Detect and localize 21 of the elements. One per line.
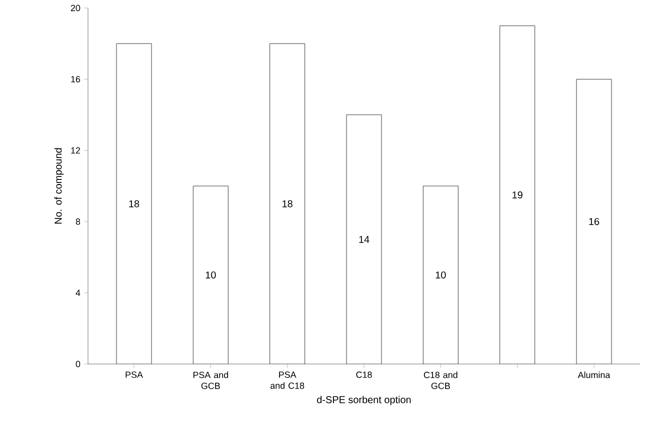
- y-tick-label: 12: [71, 147, 80, 154]
- y-tick-label: 16: [71, 76, 80, 82]
- data-label: 10: [436, 271, 446, 279]
- data-label: 16: [589, 218, 600, 226]
- y-tick-label: 0: [76, 360, 80, 368]
- x-axis-title: d-SPE sorbent option: [317, 396, 411, 406]
- y-tick-label: 20: [70, 4, 80, 12]
- data-label: 14: [359, 236, 370, 243]
- data-label: 18: [282, 200, 292, 208]
- y-tick-label: 8: [76, 218, 80, 225]
- x-tick-label: Alumina: [578, 372, 610, 378]
- x-tick-label: C18 and GCB: [424, 372, 458, 390]
- y-tick-label: 4: [76, 290, 80, 296]
- x-tick-label: PSA and C18: [270, 372, 304, 389]
- x-tick-label: C18: [356, 372, 372, 378]
- x-tick-label: PSA: [126, 372, 143, 378]
- y-axis-title: No. of compound: [54, 148, 64, 224]
- data-label: 18: [129, 200, 140, 208]
- x-tick-label: PSA and GCB: [193, 372, 228, 390]
- data-label: 19: [512, 191, 522, 198]
- data-label: 10: [206, 271, 216, 279]
